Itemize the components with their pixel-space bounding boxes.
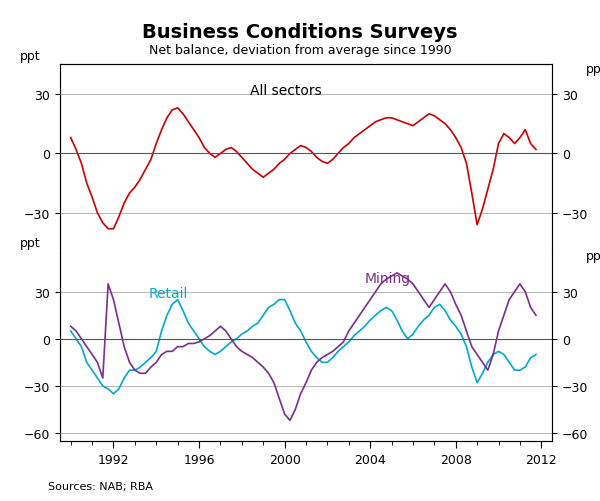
- Text: Retail: Retail: [149, 287, 188, 301]
- Y-axis label: ppt: ppt: [586, 249, 600, 262]
- Text: All sectors: All sectors: [250, 84, 322, 98]
- Text: Net balance, deviation from average since 1990: Net balance, deviation from average sinc…: [149, 44, 451, 57]
- Text: Business Conditions Surveys: Business Conditions Surveys: [142, 23, 458, 42]
- Text: Sources: NAB; RBA: Sources: NAB; RBA: [48, 481, 153, 491]
- Y-axis label: ppt: ppt: [20, 50, 41, 63]
- Text: Mining: Mining: [365, 272, 411, 286]
- Y-axis label: ppt: ppt: [20, 236, 41, 249]
- Y-axis label: ppt: ppt: [586, 63, 600, 76]
